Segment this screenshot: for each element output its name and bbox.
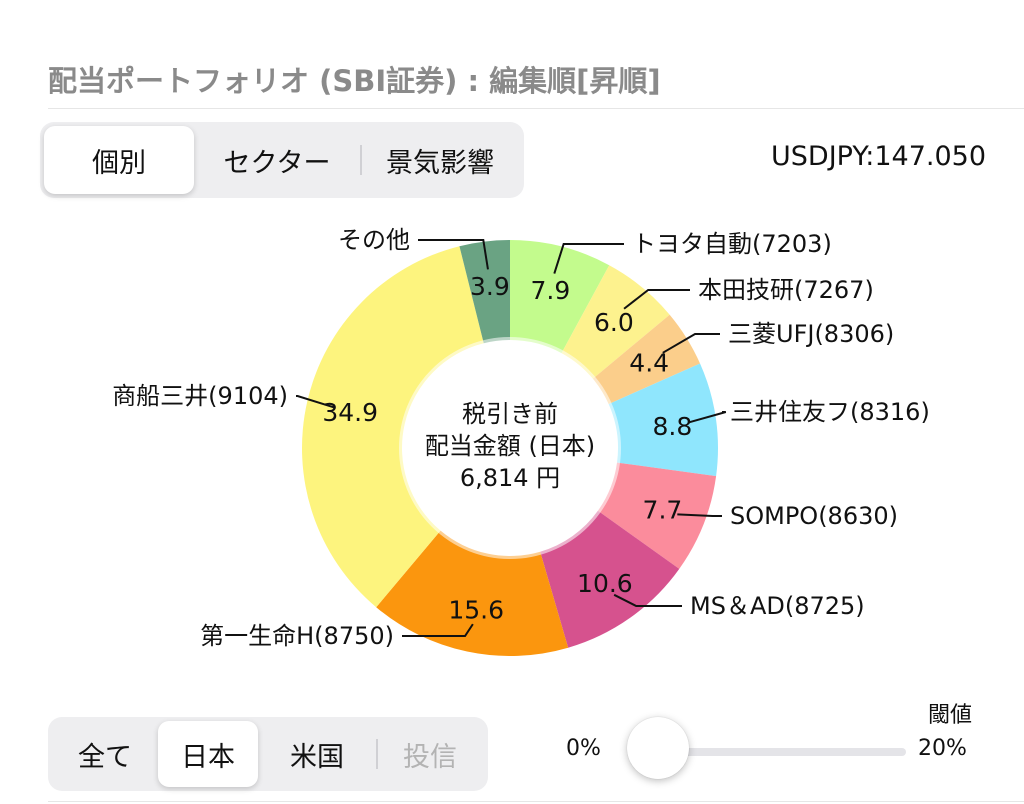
slice-value-label: 8.8 (652, 412, 692, 441)
fx-rate: USDJPY:147.050 (771, 141, 986, 172)
slice-name-label: 第一生命H(8750) (200, 622, 394, 650)
slice-4[interactable] (608, 363, 718, 477)
slice-value-label: 7.7 (643, 495, 683, 524)
tab-fund[interactable]: 投信 (378, 721, 482, 787)
slice-name-label: その他 (338, 226, 410, 254)
dividend-donut-chart: 7.9 トヨタ自動(7203) 6.0 本田技研(7267) 4.4 三菱UFJ(8306… (112, 226, 930, 656)
page-title: 配当ポートフォリオ (SBI証券) : 編集順[昇順] (48, 64, 661, 98)
tab-sector[interactable]: セクター (194, 126, 360, 194)
threshold-min-label: 0% (566, 736, 601, 761)
slice-value-label: 7.9 (530, 276, 570, 305)
slice-leader-line (662, 333, 720, 354)
tab-economic-impact-label: 景気影響 (386, 147, 494, 179)
slice-name-label: MS＆AD(8725) (690, 592, 865, 620)
slice-9[interactable] (459, 240, 510, 344)
tab-us-label: 米国 (290, 741, 344, 773)
slice-value-label: 15.6 (448, 595, 504, 624)
slice-8[interactable] (302, 246, 484, 608)
tab-fund-label: 投信 (403, 741, 457, 773)
slice-name-label: 三井住友フ(8316) (730, 398, 930, 426)
tab-all-label: 全て (78, 741, 132, 773)
slice-7[interactable] (376, 530, 569, 656)
tab-individual[interactable]: 個別 (44, 126, 194, 194)
slice-leader-line (613, 593, 682, 607)
slice-value-label: 34.9 (322, 398, 378, 427)
tab-divider (376, 739, 378, 769)
bottom-divider (48, 801, 1024, 802)
slice-name-label: SOMPO(8630) (730, 502, 898, 530)
donut-inner-ring (399, 337, 621, 559)
threshold-max-label: 20% (918, 736, 967, 761)
slice-name-label: トヨタ自動(7203) (632, 230, 832, 258)
tab-economic-impact[interactable]: 景気影響 (362, 126, 518, 194)
slice-leader-line (687, 411, 727, 424)
tab-japan[interactable]: 日本 (158, 721, 258, 787)
slice-5[interactable] (597, 462, 717, 569)
slice-6[interactable] (540, 510, 680, 648)
slice-value-label: 6.0 (594, 308, 634, 337)
slice-1[interactable] (510, 240, 610, 354)
slice-leader-line (623, 289, 690, 310)
tab-us[interactable]: 米国 (258, 721, 376, 787)
slice-name-label: 商船三井(9104) (112, 382, 288, 410)
slice-3[interactable] (592, 314, 701, 405)
threshold-slider-thumb[interactable] (626, 717, 689, 779)
slice-name-label: 三菱UFJ(8306) (728, 320, 894, 348)
tab-all[interactable]: 全て (52, 721, 158, 787)
tab-sector-label: セクター (223, 147, 331, 179)
slice-leader-line (553, 243, 624, 274)
donut-hole (413, 351, 607, 545)
slice-leader-line (296, 395, 335, 409)
donut-center-text: 税引き前 (462, 400, 558, 428)
slice-name-label: 本田技研(7267) (698, 276, 874, 304)
slice-leader-line (677, 513, 722, 517)
threshold-label: 閾値 (928, 703, 973, 728)
slice-value-label: 4.4 (629, 348, 669, 377)
slice-value-label: 10.6 (577, 569, 633, 598)
title-divider (48, 108, 1024, 109)
donut-center-text: 6,814 円 (460, 464, 560, 492)
slice-value-label: 3.9 (470, 272, 510, 301)
tab-divider (360, 145, 362, 175)
market-segmented-control: 全て 日本 米国 投信 (48, 717, 488, 791)
tab-individual-label: 個別 (92, 147, 146, 179)
slice-leader-line (402, 623, 474, 637)
tab-japan-label: 日本 (181, 741, 235, 773)
view-segmented-control: 個別 セクター 景気影響 (40, 122, 524, 198)
donut-center-text: 配当金額 (日本) (425, 432, 595, 460)
slice-leader-line (418, 239, 489, 270)
